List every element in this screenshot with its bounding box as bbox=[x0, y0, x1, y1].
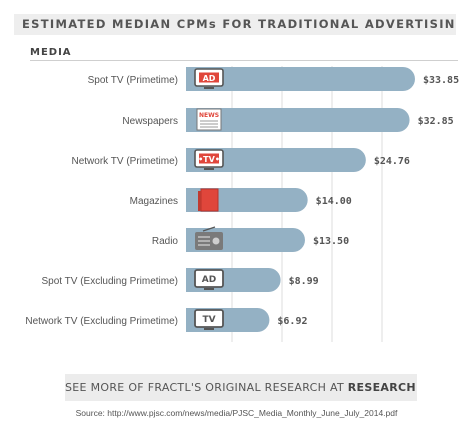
svg-text:•TV•: •TV• bbox=[198, 155, 220, 164]
data-label: $6.92 bbox=[277, 316, 307, 327]
data-label: $24.76 bbox=[374, 156, 410, 167]
radio-icon bbox=[195, 226, 223, 250]
source-citation: Source: http://www.pjsc.com/news/media/P… bbox=[75, 408, 398, 418]
data-label: $33.85 bbox=[423, 75, 459, 86]
ad-tv-icon: AD bbox=[194, 68, 224, 89]
category-label: Newspapers bbox=[122, 116, 178, 127]
bar bbox=[186, 148, 366, 172]
section-divider bbox=[30, 60, 458, 61]
footer-cta-link[interactable]: RESEARCH.FRAC.TL bbox=[347, 381, 417, 394]
svg-text:NEWS: NEWS bbox=[199, 112, 219, 119]
tv-outline-icon: TV bbox=[194, 309, 224, 330]
category-label: Radio bbox=[152, 236, 179, 247]
bar-chart: Spot TV (Primetime) AD $33.85 Newspapers NEW… bbox=[25, 66, 459, 342]
category-label: Network TV (Primetime) bbox=[72, 156, 179, 167]
newspaper-icon: NEWS bbox=[196, 108, 222, 131]
footer-cta[interactable]: SEE MORE OF FRACTL'S ORIGINAL RESEARCH A… bbox=[65, 374, 417, 401]
data-label: $32.85 bbox=[418, 116, 454, 127]
svg-text:TV: TV bbox=[202, 315, 215, 325]
category-label: Spot TV (Primetime) bbox=[88, 75, 178, 86]
data-label: $13.50 bbox=[313, 236, 349, 247]
category-label: Magazines bbox=[130, 196, 178, 207]
tv-sign-icon: •TV• bbox=[194, 149, 224, 170]
category-label: Network TV (Excluding Primetime) bbox=[25, 316, 178, 327]
bar bbox=[186, 67, 415, 91]
section-label: MEDIA bbox=[30, 47, 72, 58]
data-label: $8.99 bbox=[289, 276, 319, 287]
footer-cta-text: SEE MORE OF FRACTL'S ORIGINAL RESEARCH A… bbox=[65, 381, 344, 394]
chart-title: ESTIMATED MEDIAN CPMs FOR TRADITIONAL AD… bbox=[14, 14, 456, 35]
magazine-icon bbox=[198, 188, 219, 212]
data-label: $14.00 bbox=[316, 196, 352, 207]
category-label: Spot TV (Excluding Primetime) bbox=[41, 276, 178, 287]
ad-tv-outline-icon: AD bbox=[194, 269, 224, 290]
svg-text:AD: AD bbox=[202, 275, 216, 285]
bar bbox=[186, 108, 410, 132]
svg-text:AD: AD bbox=[203, 74, 216, 83]
